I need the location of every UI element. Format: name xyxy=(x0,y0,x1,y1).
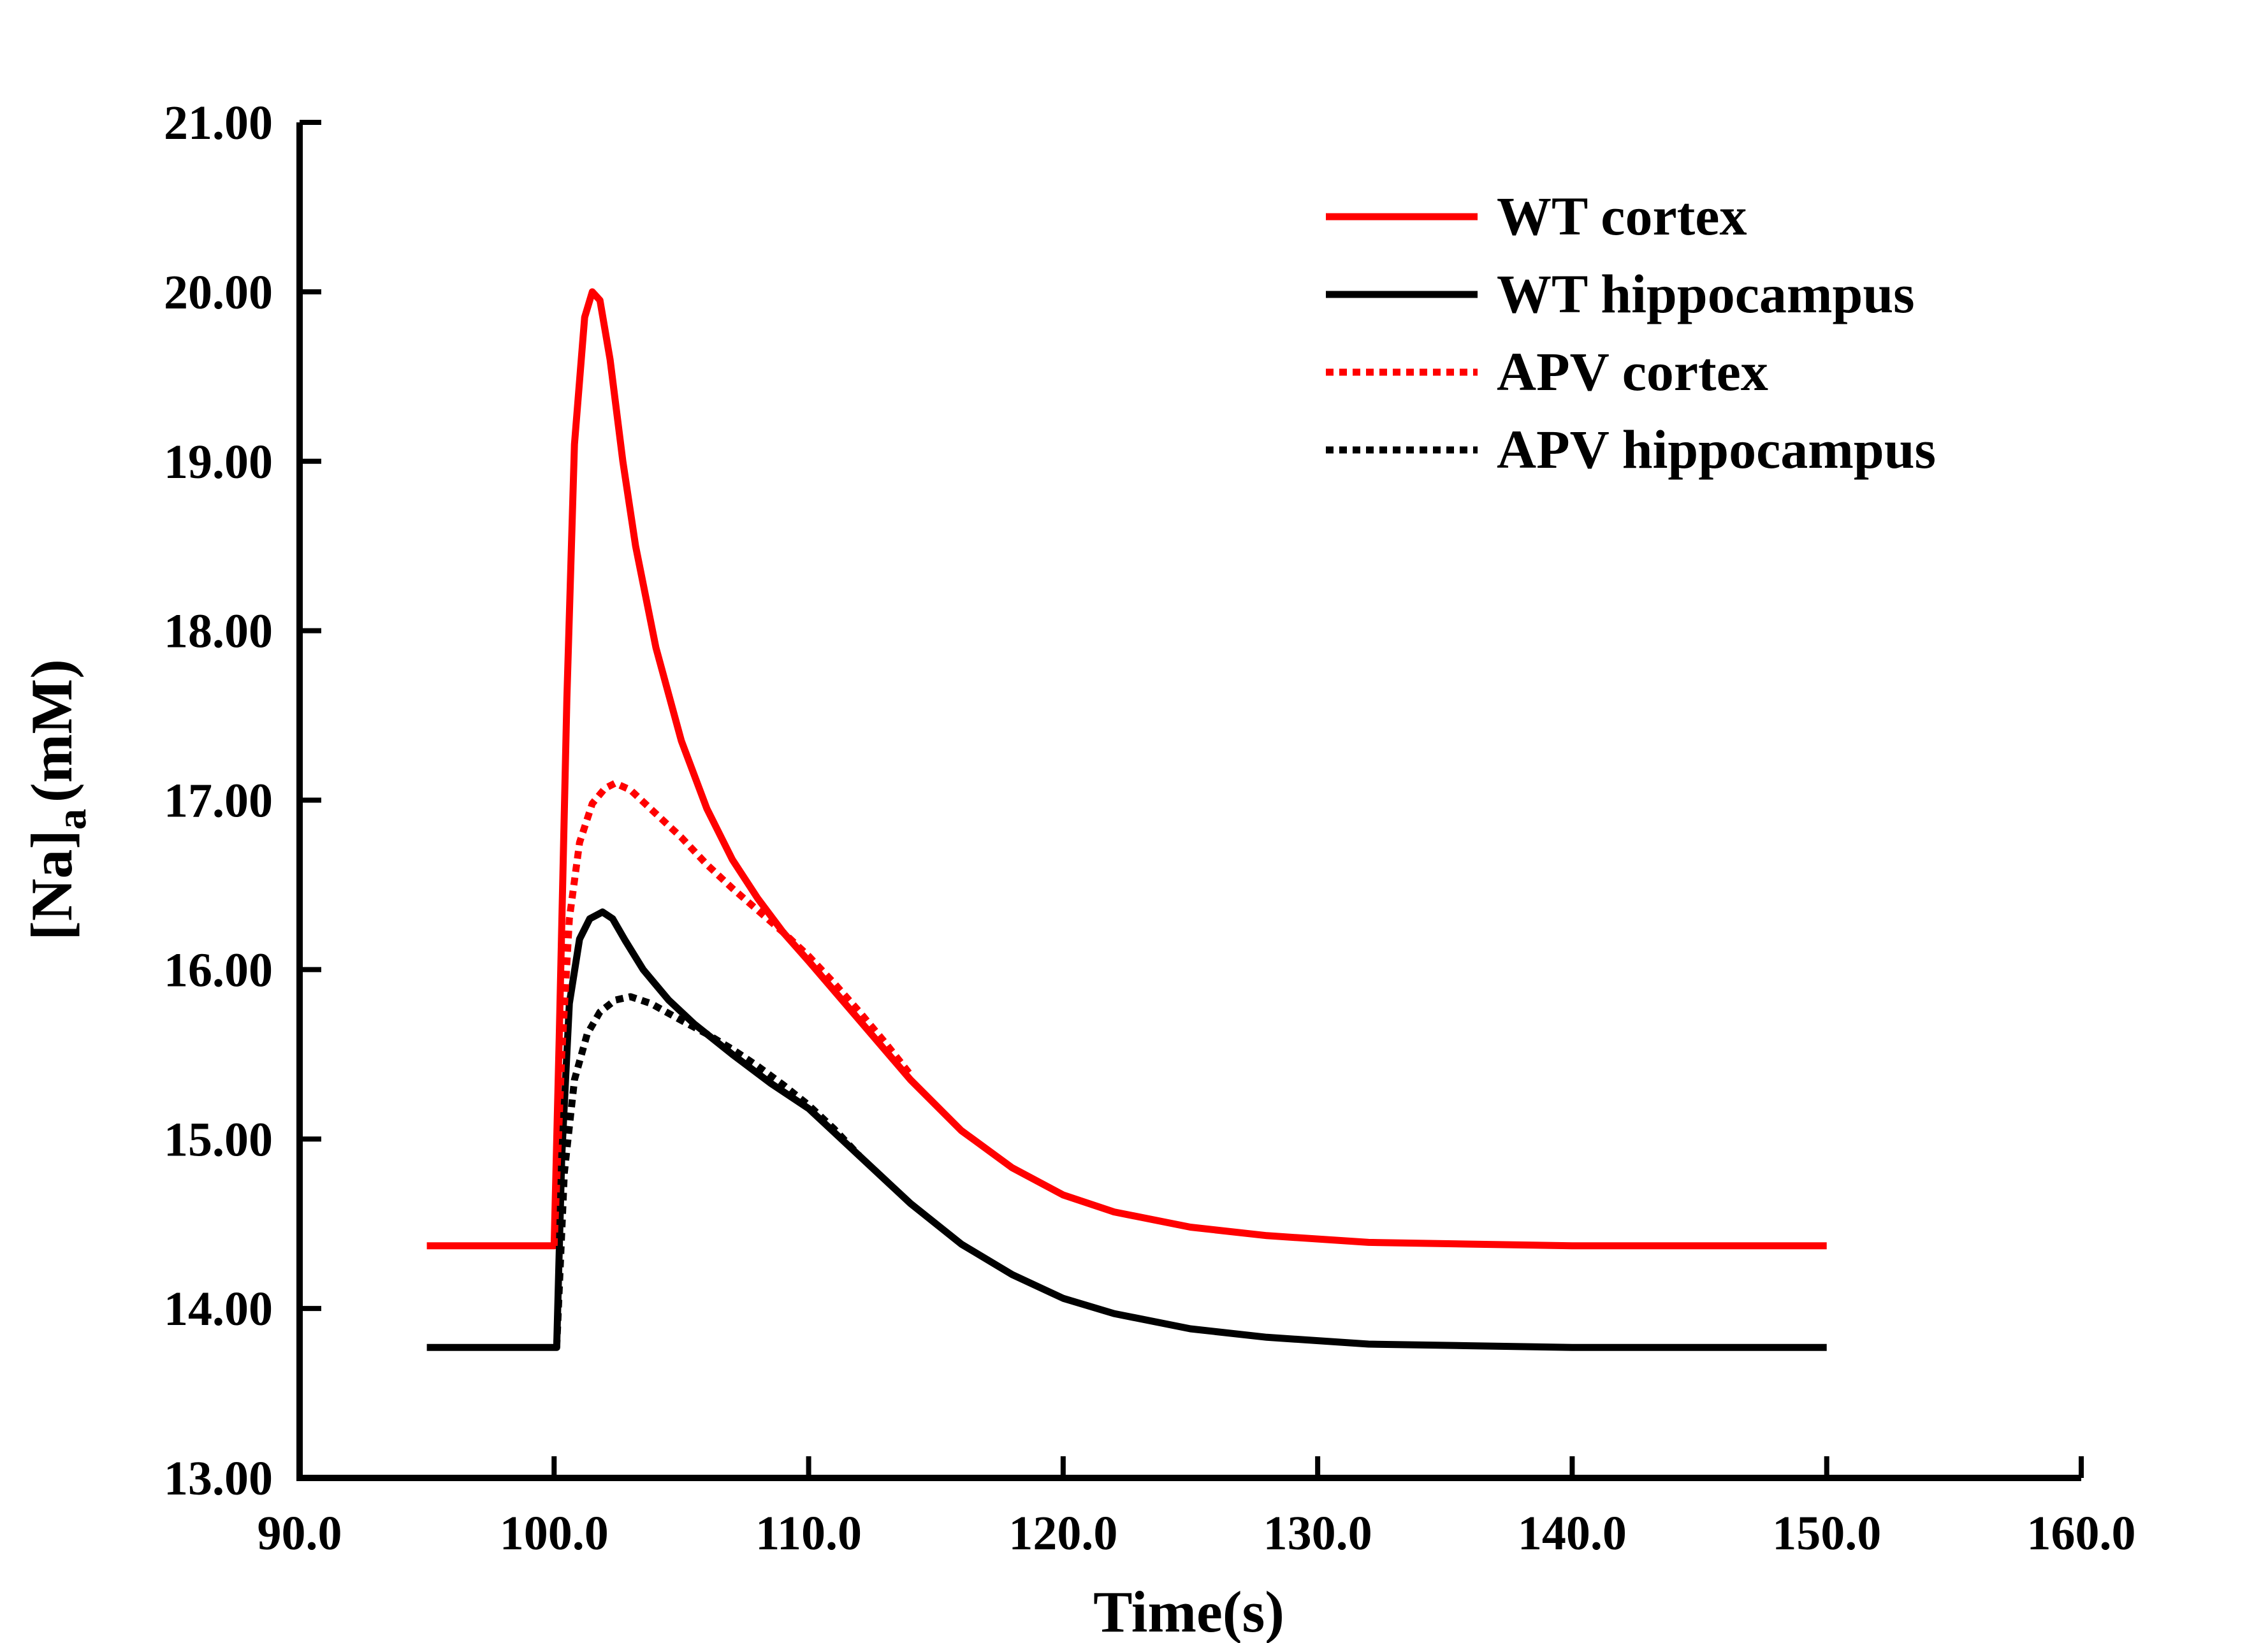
ticks-layer: 90.0 100.0 110.0 120.0 130.0 140.0 150.0 160.0 1… xyxy=(164,96,2136,1560)
y-tick-label: 13.00 xyxy=(164,1452,273,1505)
x-tick-label: 110.0 xyxy=(755,1507,862,1560)
series-line-apv-cortex xyxy=(550,779,913,1247)
y-tick-label: 16.00 xyxy=(164,943,273,997)
legend: WT cortex WT hippocampus APV cortex APV hip… xyxy=(1326,185,1936,480)
y-tick-label: 21.00 xyxy=(164,96,273,150)
x-tick-label: 100.0 xyxy=(500,1507,609,1560)
series-line-wt-hippocampus xyxy=(426,908,1827,1351)
y-axis-title: [Na]a (mM) xyxy=(19,659,95,940)
legend-label: WT hippocampus xyxy=(1497,263,1915,324)
y-tick-label: 15.00 xyxy=(164,1113,273,1166)
series-line-apv-hippocampus xyxy=(553,993,862,1348)
x-tick-label: 90.0 xyxy=(258,1507,342,1560)
legend-label: APV cortex xyxy=(1497,341,1768,402)
legend-label: APV hippocampus xyxy=(1497,419,1936,480)
series-line-wt-cortex xyxy=(426,288,1827,1250)
y-tick-label: 17.00 xyxy=(164,774,273,828)
x-tick-label: 130.0 xyxy=(1263,1507,1372,1560)
x-axis-title: Time(s) xyxy=(1093,1579,1284,1643)
y-tick-label: 19.00 xyxy=(164,435,273,489)
y-axis-title-subscript: a xyxy=(48,809,95,830)
y-tick-label: 20.00 xyxy=(164,266,273,319)
x-tick-label: 160.0 xyxy=(2027,1507,2136,1560)
x-tick-label: 140.0 xyxy=(1518,1507,1627,1560)
y-axis-title-unit: (mM) xyxy=(19,659,84,802)
y-tick-label: 14.00 xyxy=(164,1282,273,1336)
legend-label: WT cortex xyxy=(1497,185,1747,247)
x-tick-label: 120.0 xyxy=(1008,1507,1117,1560)
y-tick-label: 18.00 xyxy=(164,605,273,658)
x-tick-label: 150.0 xyxy=(1772,1507,1881,1560)
y-axis-title-main: [Na] xyxy=(19,830,84,941)
series-layer xyxy=(426,288,1827,1351)
